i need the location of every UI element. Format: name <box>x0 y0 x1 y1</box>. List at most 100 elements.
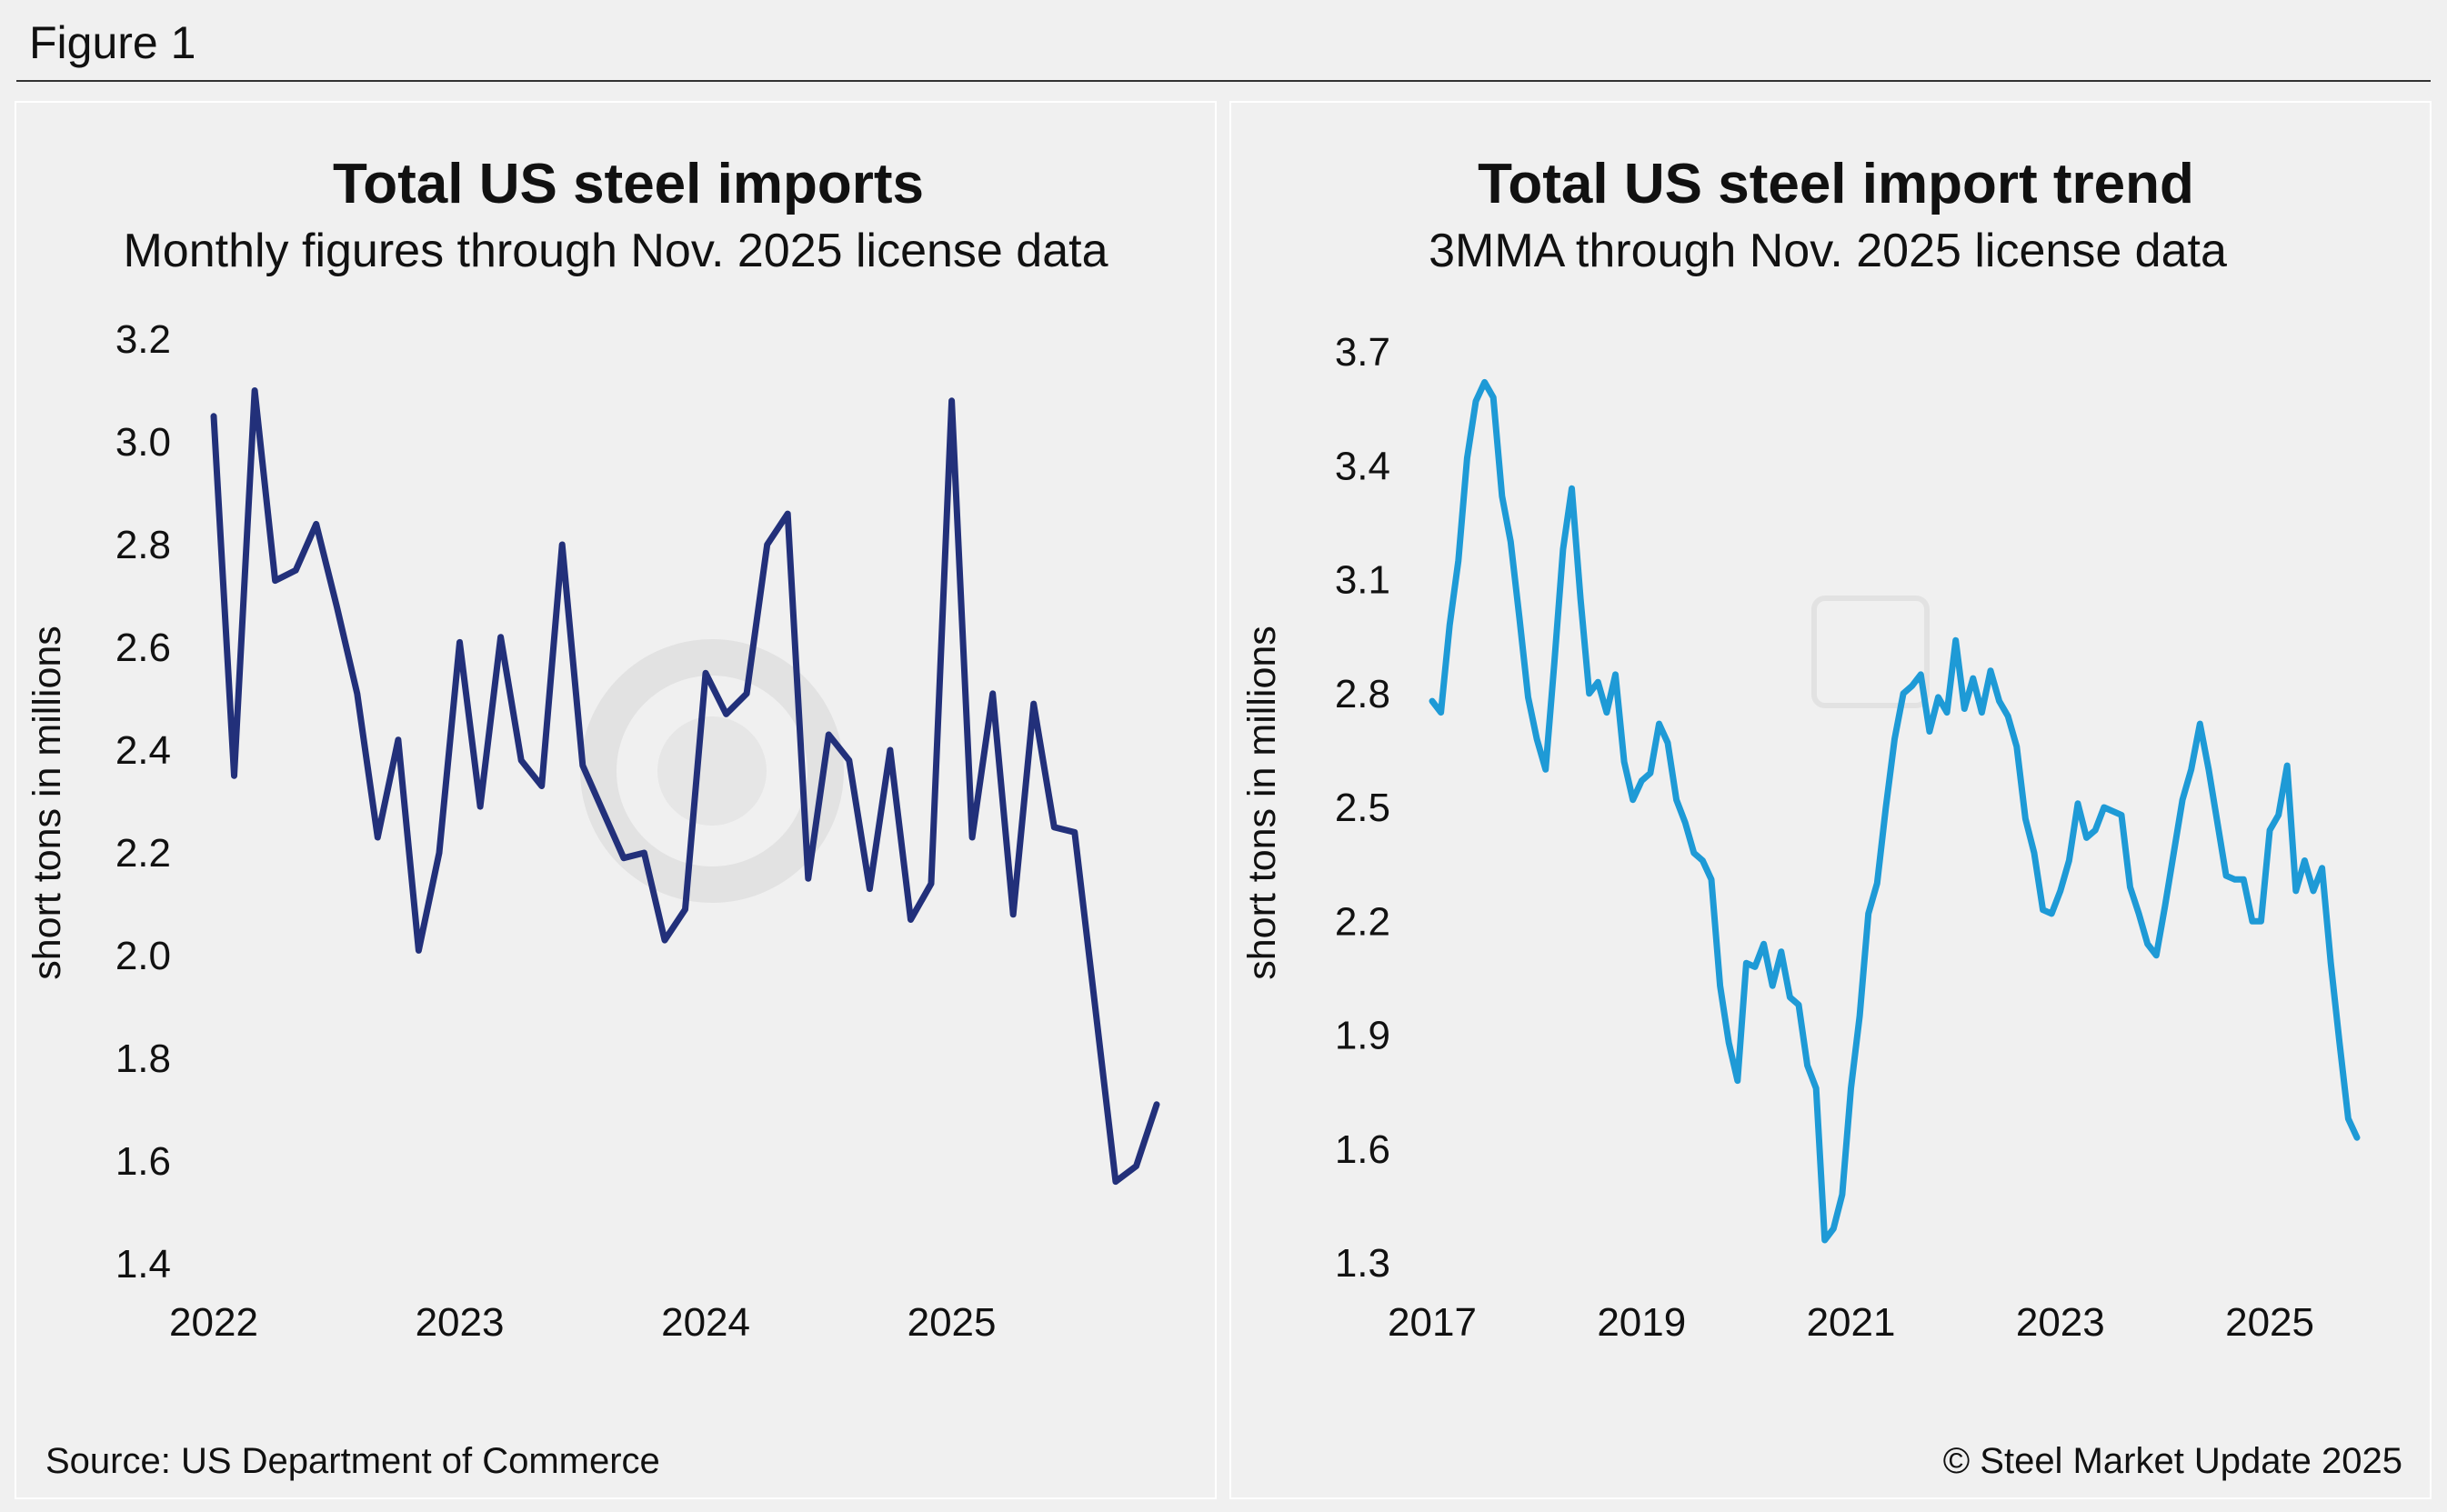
right-data-point <box>2348 1118 2349 1119</box>
left-data-point <box>500 636 501 637</box>
right-data-point <box>2051 913 2052 914</box>
right-data-point <box>1947 712 1948 713</box>
right-data-point <box>2086 837 2087 838</box>
left-y-tick-label: 1.8 <box>115 1036 171 1081</box>
right-data-point <box>2270 830 2271 831</box>
right-data-point <box>1737 1080 1738 1081</box>
right-data-point <box>1850 1088 1851 1089</box>
right-data-point <box>2130 886 2131 887</box>
left-data-point <box>644 853 645 854</box>
left-y-tick-label: 2.4 <box>115 728 171 773</box>
left-series <box>210 387 1160 1186</box>
right-x-ticks: 2017 2019 2021 2023 2025 <box>1388 1300 2314 1345</box>
left-chart-title: Total US steel imports <box>333 153 924 215</box>
right-x-tick-label: 2017 <box>1388 1300 1477 1345</box>
right-data-point <box>1833 1228 1834 1229</box>
left-data-point <box>665 940 666 941</box>
right-x-tick-label: 2019 <box>1597 1300 1686 1345</box>
left-data-point <box>869 888 870 889</box>
right-data-point <box>1598 682 1599 683</box>
right-y-tick-label: 3.1 <box>1335 558 1390 603</box>
right-data-point <box>1702 860 1703 861</box>
right-y-tick-label: 1.3 <box>1335 1241 1390 1286</box>
right-data-point <box>2103 807 2104 808</box>
right-y-tick-label: 2.8 <box>1335 672 1390 716</box>
right-data-point <box>1606 712 1607 713</box>
left-x-tick-label: 2022 <box>169 1300 258 1345</box>
right-data-point <box>2042 909 2043 910</box>
left-data-point <box>439 853 440 854</box>
right-data-point <box>1929 731 1930 732</box>
left-y-axis-label: short tons in millions <box>25 626 69 980</box>
left-y-tick-label: 2.0 <box>115 934 171 978</box>
right-y-tick-label: 3.4 <box>1335 444 1390 488</box>
right-data-point <box>2121 815 2122 816</box>
right-data-point <box>1632 799 1633 800</box>
right-data-point <box>1537 738 1538 739</box>
source-note: Source: US Department of Commerce <box>45 1441 660 1481</box>
left-x-tick-label: 2024 <box>661 1300 750 1345</box>
left-data-point <box>1054 826 1055 827</box>
right-data-point <box>1755 966 1756 967</box>
right-chart-panel: Total US steel import trend 3MMA through… <box>1229 101 2432 1499</box>
copyright-note: © Steel Market Update 2025 <box>1942 1441 2402 1481</box>
right-data-point <box>2278 815 2279 816</box>
right-data-point <box>2200 724 2201 725</box>
right-chart: Total US steel import trend 3MMA through… <box>1240 153 2361 1345</box>
right-y-axis-label: short tons in millions <box>1240 626 1284 980</box>
left-data-point <box>931 883 932 884</box>
right-data-point <box>2025 818 2026 819</box>
left-y-tick-label: 3.2 <box>115 317 171 362</box>
right-chart-subtitle: 3MMA through Nov. 2025 license data <box>1429 225 2227 277</box>
right-data-point <box>1571 488 1572 489</box>
left-x-tick-label: 2023 <box>416 1300 505 1345</box>
right-data-point <box>2295 890 2296 891</box>
right-data-point <box>1659 724 1660 725</box>
right-data-point <box>2173 853 2174 854</box>
right-data-point <box>1476 401 1477 402</box>
right-data-point <box>2060 890 2061 891</box>
right-data-point <box>1554 663 1555 664</box>
right-y-tick-label: 1.6 <box>1335 1127 1390 1172</box>
right-data-point <box>2243 879 2244 880</box>
right-data-point <box>1580 598 1581 599</box>
right-x-tick-label: 2023 <box>2016 1300 2105 1345</box>
right-data-point <box>2078 803 2079 804</box>
right-data-point <box>1615 674 1616 675</box>
right-data-point <box>1999 701 2000 702</box>
right-data-point <box>1955 640 1956 641</box>
right-data-point <box>2095 830 2096 831</box>
right-data-point <box>1668 743 1669 744</box>
right-data-point <box>1484 382 1485 383</box>
left-data-point <box>480 806 481 807</box>
right-data-point <box>2339 1042 2340 1043</box>
left-data-point <box>1074 832 1075 833</box>
right-data-point <box>2034 853 2035 854</box>
right-data-point <box>1545 769 1546 770</box>
right-data-point <box>1589 693 1590 694</box>
left-data-point <box>1033 704 1034 705</box>
left-x-ticks: 2022 2023 2024 2025 <box>169 1300 996 1345</box>
right-y-tick-label: 1.9 <box>1335 1014 1390 1058</box>
right-data-point <box>1432 701 1433 702</box>
right-data-point <box>1510 541 1511 542</box>
right-data-point <box>1467 457 1468 458</box>
left-data-point <box>1095 1006 1096 1007</box>
right-data-point <box>1458 560 1459 561</box>
right-data-point <box>1676 799 1677 800</box>
right-data-point <box>1868 913 1869 914</box>
right-data-point <box>1624 761 1625 762</box>
left-data-point <box>275 580 276 581</box>
right-series <box>1429 378 2361 1244</box>
left-data-point <box>356 693 357 694</box>
left-y-tick-label: 1.6 <box>115 1139 171 1184</box>
right-data-point <box>1693 853 1694 854</box>
right-data-point <box>1981 712 1982 713</box>
right-data-point <box>2304 860 2305 861</box>
right-data-point <box>1711 879 1712 880</box>
right-y-ticks: 1.3 1.6 1.9 2.2 2.5 2.8 3.1 3.4 3.7 <box>1335 330 1390 1286</box>
left-data-point <box>1136 1166 1137 1167</box>
left-chart: Total US steel imports Monthly figures t… <box>25 153 1160 1345</box>
right-data-point <box>1816 1088 1817 1089</box>
right-data-point <box>1746 963 1747 964</box>
